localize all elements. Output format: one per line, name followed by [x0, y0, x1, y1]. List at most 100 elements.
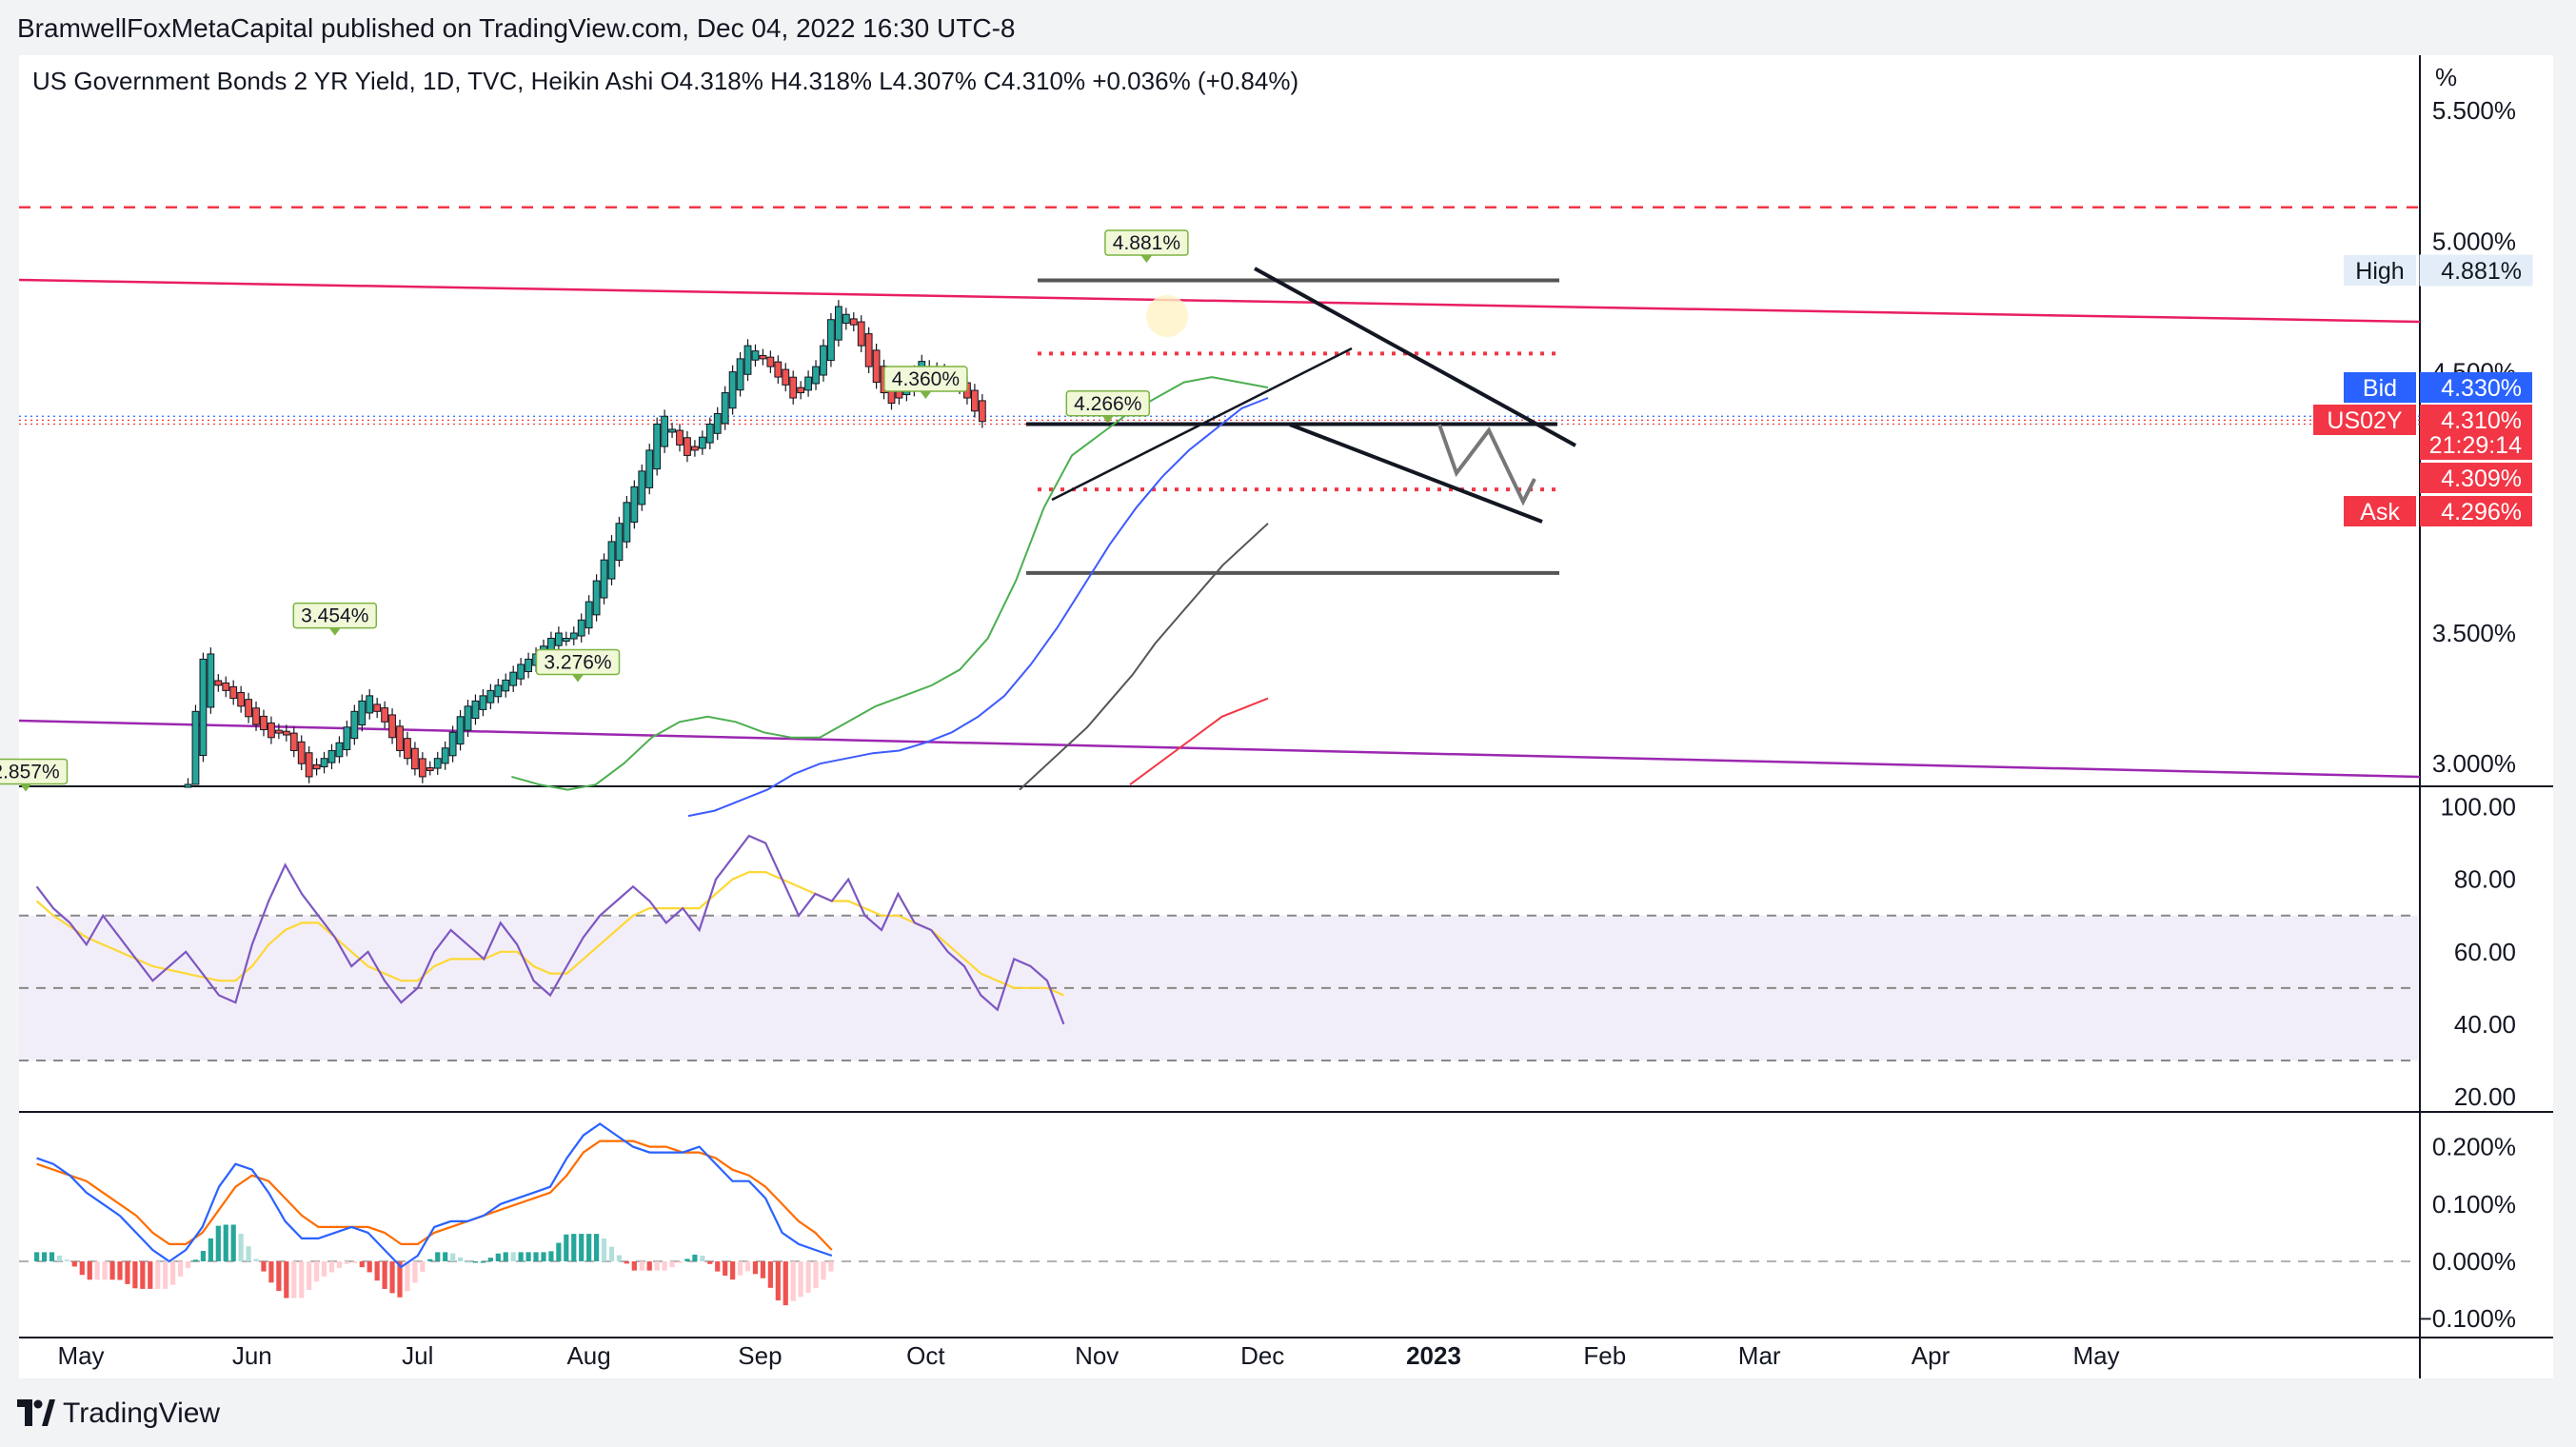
macd-histogram-bar: [533, 1252, 539, 1261]
price-annotation: 4.360%: [883, 366, 968, 400]
macd-histogram-bar: [344, 1261, 349, 1264]
macd-histogram-bar: [412, 1261, 418, 1283]
candle: [464, 705, 472, 731]
candle: [743, 345, 752, 375]
candle: [759, 354, 767, 360]
candle: [834, 306, 842, 341]
macd-histogram-bar: [34, 1252, 40, 1261]
x-tick-label: Jun: [232, 1341, 272, 1370]
candle: [585, 601, 593, 629]
x-tick-label: Mar: [1738, 1341, 1781, 1370]
macd-histogram-bar: [744, 1261, 751, 1272]
moving-average-100: [1019, 523, 1269, 791]
macd-histogram-bar: [117, 1261, 123, 1280]
candle: [268, 722, 275, 739]
candle: [312, 763, 321, 770]
candle: [600, 559, 608, 599]
wedge-lower: [1289, 423, 1543, 524]
x-tick-label: Aug: [566, 1341, 610, 1370]
macd-histogram-bar: [246, 1246, 251, 1261]
price-tag[interactable]: High 4.881%: [2344, 254, 2533, 287]
macd-histogram-bar: [692, 1254, 698, 1261]
price-tag-label-bg: [2313, 405, 2416, 435]
macd-line: [36, 1122, 833, 1269]
price-tag-value: 4.309%: [2441, 466, 2522, 492]
price-pane-bg: [19, 55, 2553, 1378]
macd-histogram-bar: [435, 1252, 441, 1261]
price-tag-value: 4.881%: [2441, 258, 2522, 285]
chart-canvas[interactable]: May Jun Jul Aug Sep Oct Nov Dec 2023 Feb Mar Apr May…: [0, 0, 2576, 1378]
macd-histogram-bar: [707, 1261, 713, 1264]
x-tick-label: May: [2072, 1341, 2119, 1370]
moving-average-50: [687, 397, 1269, 818]
candle: [971, 389, 979, 412]
x-tick-label: Sep: [738, 1341, 782, 1370]
candle: [607, 541, 616, 580]
price-tag[interactable]: 4.309%: [2420, 463, 2532, 493]
macd-histogram-bar: [56, 1255, 63, 1261]
macd-histogram-bar: [420, 1261, 426, 1272]
candle: [214, 680, 223, 686]
macd-histogram-bar: [284, 1261, 289, 1298]
price-tag[interactable]: Bid 4.330%: [2344, 372, 2532, 403]
macd-histogram-bar: [828, 1261, 834, 1272]
candle: [358, 700, 367, 725]
candle: [774, 361, 783, 378]
macd-histogram-bar: [586, 1234, 592, 1261]
price-tag-label-bg: [2344, 496, 2416, 526]
candle: [736, 358, 744, 391]
brand-name: TradingView: [63, 1397, 221, 1429]
annotation-pointer: [328, 627, 341, 636]
candles: [184, 300, 986, 788]
candle: [479, 695, 487, 710]
macd-histogram-bar: [548, 1251, 554, 1261]
annotation-text: 3.454%: [301, 605, 368, 627]
macd-histogram: [34, 1224, 834, 1306]
candle: [418, 758, 426, 778]
macd-histogram-bar: [730, 1261, 736, 1280]
candle: [404, 738, 411, 760]
macd-y-tick: 0.200%: [2432, 1133, 2516, 1161]
macd-histogram-bar: [715, 1261, 721, 1272]
candle: [373, 704, 382, 712]
macd-histogram-bar: [813, 1261, 819, 1289]
rsi-y-tick: 80.00: [2454, 865, 2516, 894]
candle: [343, 726, 351, 751]
macd-histogram-bar: [662, 1261, 667, 1271]
candle: [728, 371, 737, 409]
price-tag[interactable]: Ask 4.296%: [2344, 496, 2532, 526]
macd-histogram-bar: [677, 1261, 683, 1263]
candle: [335, 742, 344, 758]
candle: [804, 376, 812, 391]
trendline-upper: [18, 278, 2421, 324]
publisher-line: BramwellFoxMetaCapital published on Trad…: [17, 13, 1016, 43]
macd-histogram-bar: [351, 1261, 357, 1263]
macd-histogram-bar: [631, 1261, 637, 1271]
price-tag[interactable]: 21:29:14: [2420, 429, 2532, 460]
macd-histogram-bar: [465, 1261, 471, 1263]
candle: [812, 366, 820, 385]
candle: [782, 368, 790, 386]
macd-histogram-bar: [132, 1261, 138, 1289]
macd-histogram-bar: [798, 1261, 803, 1298]
candle: [766, 356, 775, 367]
candle: [486, 689, 495, 704]
candle: [289, 732, 298, 751]
macd-y-tick: 0.100%: [2432, 1190, 2516, 1219]
macd-histogram-bar: [71, 1261, 77, 1267]
candle: [978, 400, 986, 423]
rsi-y-tick: 20.00: [2454, 1082, 2516, 1111]
candle: [441, 747, 449, 764]
price-tag-label: High: [2355, 258, 2404, 285]
candle: [396, 725, 404, 751]
candle: [554, 632, 563, 646]
macd-histogram-bar: [321, 1261, 327, 1277]
price-tag-value: 4.296%: [2441, 499, 2522, 525]
price-tag-value-bg: [2420, 463, 2532, 493]
macd-histogram-bar: [480, 1261, 486, 1263]
macd-histogram-bar: [79, 1261, 85, 1276]
x-tick-label: Jul: [402, 1341, 433, 1370]
price-annotation: 3.276%: [535, 648, 621, 683]
candle: [577, 619, 585, 637]
candle: [388, 714, 396, 739]
